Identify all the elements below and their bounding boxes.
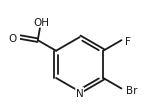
Text: OH: OH [33,18,49,28]
Text: O: O [9,34,17,44]
Text: Br: Br [126,85,137,95]
Text: F: F [125,37,131,47]
Text: N: N [76,88,84,98]
